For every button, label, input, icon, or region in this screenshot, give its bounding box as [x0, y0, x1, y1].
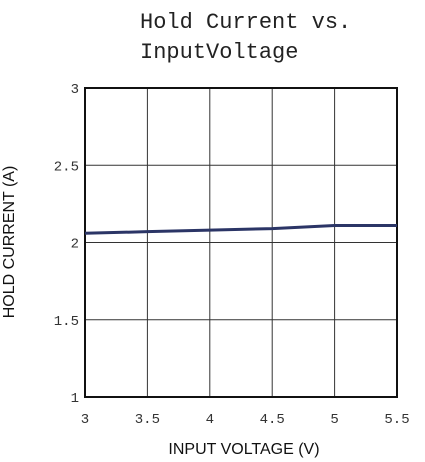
x-tick-label: 5	[330, 412, 338, 428]
y-tick-label: 1.5	[54, 314, 79, 330]
grid-lines	[85, 88, 397, 397]
y-tick-label: 2.5	[54, 159, 79, 175]
x-axis-label: INPUT VOLTAGE (V)	[168, 441, 319, 458]
series-line	[84, 224, 397, 235]
x-tick-label: 4	[206, 412, 214, 428]
y-axis-label: HOLD CURRENT (A)	[1, 166, 18, 319]
chart-title-line-1: Hold Current vs.	[140, 10, 351, 35]
x-tick-label: 3.5	[135, 412, 160, 428]
chart-title-line-2: InputVoltage	[140, 40, 298, 65]
tick-labels: 3 3.5 4 4.5 5 5.5 1 1.5 2 2.5 3	[54, 82, 410, 428]
x-tick-label: 4.5	[260, 412, 285, 428]
y-tick-label: 3	[71, 82, 79, 98]
series-layer	[84, 224, 397, 235]
x-tick-label: 5.5	[384, 412, 409, 428]
x-tick-label: 3	[81, 412, 89, 428]
y-tick-label: 2	[71, 237, 79, 253]
y-tick-label: 1	[71, 391, 79, 407]
plot-frame	[84, 87, 398, 398]
